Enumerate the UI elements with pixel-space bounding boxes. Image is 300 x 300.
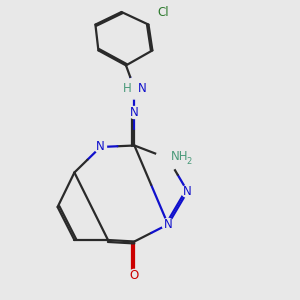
Text: 2: 2 [187,158,192,166]
Circle shape [124,78,145,99]
Text: N: N [130,106,139,119]
Circle shape [128,269,140,281]
Circle shape [156,146,180,170]
Circle shape [155,4,172,20]
Circle shape [162,218,174,230]
Text: N: N [164,218,172,231]
Text: O: O [130,269,139,282]
Text: Cl: Cl [158,5,169,19]
Text: N: N [183,185,192,198]
Text: H: H [123,82,131,95]
Text: N: N [96,140,105,154]
Circle shape [94,141,106,153]
Text: NH: NH [170,150,188,164]
Circle shape [182,185,194,197]
Circle shape [128,106,140,119]
Text: N: N [137,82,146,95]
